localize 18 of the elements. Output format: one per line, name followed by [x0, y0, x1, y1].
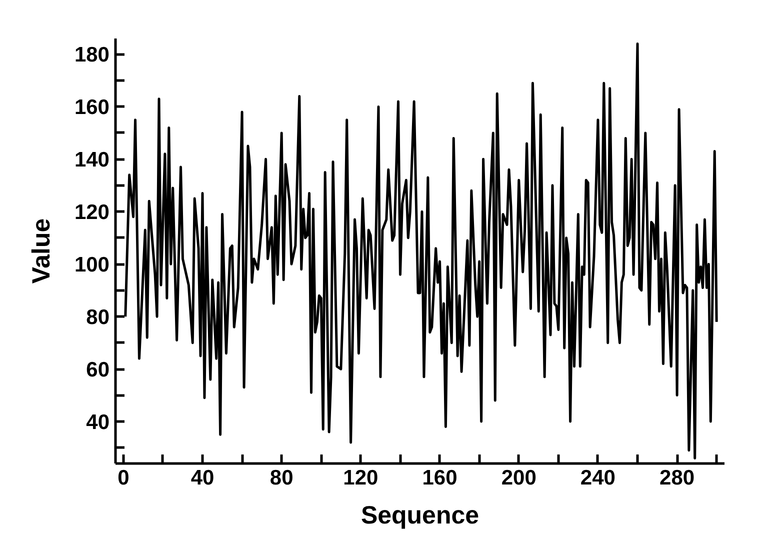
- y-axis-title: Value: [27, 218, 56, 284]
- x-tick-label: 80: [270, 466, 294, 490]
- y-tick-label: 180: [74, 44, 110, 67]
- x-tick-label: 120: [343, 466, 378, 490]
- y-tick-label: 100: [74, 254, 110, 277]
- x-tick-label: 240: [580, 466, 616, 490]
- y-tick-label: 140: [74, 148, 110, 172]
- y-tick-label: 160: [74, 96, 110, 120]
- y-tick-label: 80: [86, 306, 110, 330]
- x-tick-label: 40: [190, 466, 214, 490]
- y-tick-label: 60: [86, 358, 110, 382]
- x-axis-title: Sequence: [360, 502, 480, 530]
- x-tick-label: 160: [422, 466, 458, 490]
- x-tick-label: 200: [501, 466, 536, 490]
- x-tick-label: 0: [118, 466, 130, 490]
- y-tick-label: 120: [74, 201, 110, 224]
- y-tick-label: 40: [86, 411, 110, 434]
- x-tick-label: 280: [660, 466, 695, 490]
